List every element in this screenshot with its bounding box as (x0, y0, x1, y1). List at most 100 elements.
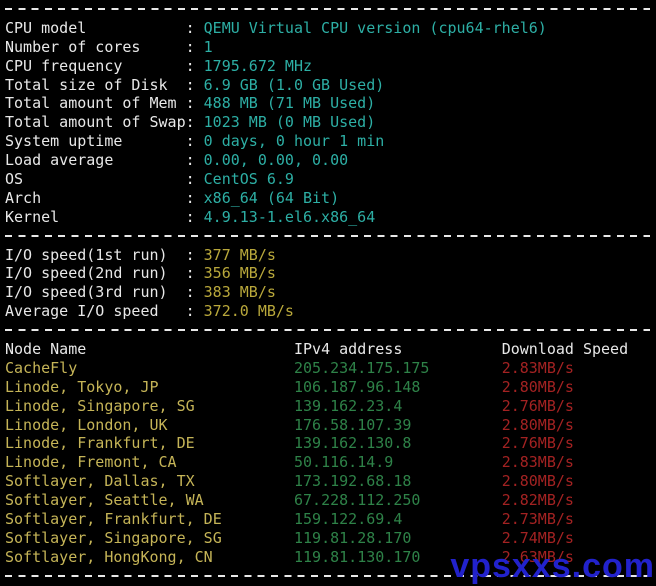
colon-separator: : (185, 75, 195, 94)
ip-cell: 139.162.130.8 (293, 434, 412, 453)
io-value: 372.0 MB/s (203, 302, 294, 321)
watermark: vpsxxs.com (450, 547, 655, 585)
io-value: 356 MB/s (203, 264, 276, 283)
node-name-cell: Linode, Frankfurt, DE (5, 434, 195, 453)
ip-cell: 159.122.69.4 (293, 510, 403, 529)
ip-cell: 67.228.112.250 (293, 491, 421, 510)
colon-separator: : (185, 56, 195, 75)
sysinfo-row: Kernel:4.9.13-1.el6.x86_64 (5, 208, 656, 227)
table-row: Linode, Singapore, SG 139.162.23.4 2.76MB/… (5, 397, 656, 416)
node-name-cell: Softlayer, Frankfurt, DE (5, 510, 222, 529)
ip-cell: 106.187.96.148 (293, 377, 421, 396)
separator-line (5, 329, 650, 332)
separator-row (5, 0, 656, 19)
table-header-speed: Download Speed (501, 340, 629, 359)
speed-cell: 2.74MB/s (501, 528, 574, 547)
table-row: Linode, Fremont, CA 50.116.14.9 2.83MB/s (5, 453, 656, 472)
node-name-cell: CacheFly (5, 358, 78, 377)
ip-cell: 173.192.68.18 (293, 472, 412, 491)
sysinfo-row: Load average:0.00, 0.00, 0.00 (5, 151, 656, 170)
colon-separator: : (185, 188, 195, 207)
io-value: 383 MB/s (203, 283, 276, 302)
sysinfo-row: Total amount of Mem:488 MB (71 MB Used) (5, 94, 656, 113)
sysinfo-value: 1023 MB (0 MB Used) (203, 113, 376, 132)
colon-separator: : (185, 245, 195, 264)
table-row: Softlayer, Frankfurt, DE 159.122.69.4 2.73… (5, 510, 656, 529)
node-name-cell: Linode, Tokyo, JP (5, 377, 159, 396)
colon-separator: : (185, 132, 195, 151)
speed-cell: 2.80MB/s (501, 472, 574, 491)
colon-separator: : (185, 170, 195, 189)
speed-cell: 2.83MB/s (501, 358, 574, 377)
colon-separator: : (185, 94, 195, 113)
io-row: I/O speed(3rd run):383 MB/s (5, 283, 656, 302)
node-name-cell: Softlayer, HongKong, CN (5, 547, 213, 566)
sysinfo-value: 4.9.13-1.el6.x86_64 (203, 207, 376, 226)
sysinfo-row: CPU model: QEMU Virtual CPU version (cpu6… (5, 19, 656, 38)
colon-separator: : (185, 37, 195, 56)
table-row: Linode, Tokyo, JP 106.187.96.148 2.80MB/s (5, 378, 656, 397)
sysinfo-value: 1795.672 MHz (203, 56, 313, 75)
ip-cell: 176.58.107.39 (293, 415, 412, 434)
sysinfo-value: x86_64 (64 Bit) (203, 188, 340, 207)
io-label: Average I/O speed (5, 302, 159, 321)
sysinfo-label: System uptime (5, 132, 123, 151)
io-row: Average I/O speed:372.0 MB/s (5, 302, 656, 321)
separator-line (5, 574, 650, 577)
table-row: CacheFly 205.234.175.175 2.83MB/s (5, 359, 656, 378)
table-header-ip: IPv4 address (293, 340, 403, 359)
speed-cell: 2.80MB/s (501, 415, 574, 434)
sysinfo-row: Total size of Disk:6.9 GB (1.0 GB Used) (5, 76, 656, 95)
node-name-cell: Softlayer, Dallas, TX (5, 472, 195, 491)
sysinfo-label: Total size of Disk (5, 75, 168, 94)
separator-row (5, 567, 656, 586)
ip-cell: 119.81.130.170 (293, 547, 421, 566)
ip-cell: 205.234.175.175 (293, 358, 430, 377)
speed-cell: 2.76MB/s (501, 396, 574, 415)
ip-cell: 139.162.23.4 (293, 396, 403, 415)
table-header-node: Node Name (5, 340, 87, 359)
sysinfo-row: OS: CentOS 6.9 (5, 170, 656, 189)
node-name-cell: Linode, Singapore, SG (5, 396, 195, 415)
sysinfo-row: Arch: x86_64 (64 Bit) (5, 189, 656, 208)
sysinfo-label: Total amount of Mem (5, 94, 177, 113)
separator-line (5, 8, 650, 10)
sysinfo-value: QEMU Virtual CPU version (cpu64-rhel6) (203, 18, 547, 37)
io-label: I/O speed(2nd run) (5, 264, 168, 283)
sysinfo-value: 0 days, 0 hour 1 min (203, 132, 385, 151)
table-row: Softlayer, Singapore, SG 119.81.28.170 2.7… (5, 529, 656, 548)
table-row: Softlayer, Dallas, TX 173.192.68.18 2.80MB… (5, 472, 656, 491)
separator-row (5, 321, 656, 340)
colon-separator: : (185, 151, 195, 170)
colon-separator: : (185, 283, 195, 302)
io-label: I/O speed(1st run) (5, 245, 168, 264)
io-row: I/O speed(2nd run):356 MB/s (5, 264, 656, 283)
io-label: I/O speed(3rd run) (5, 283, 168, 302)
separator-row (5, 227, 656, 246)
separator-line (5, 234, 650, 237)
io-row: I/O speed(1st run):377 MB/s (5, 246, 656, 265)
table-row: Linode, Frankfurt, DE 139.162.130.8 2.76MB… (5, 434, 656, 453)
sysinfo-label: Kernel (5, 207, 60, 226)
sysinfo-value: CentOS 6.9 (203, 170, 294, 189)
node-name-cell: Softlayer, Singapore, SG (5, 528, 222, 547)
speed-cell: 2.83MB/s (501, 453, 574, 472)
speed-cell: 2.80MB/s (501, 377, 574, 396)
colon-separator: : (185, 207, 195, 226)
node-name-cell: Linode, Fremont, CA (5, 453, 177, 472)
sysinfo-value: 488 MB (71 MB Used) (203, 94, 376, 113)
sysinfo-label: Number of cores (5, 37, 141, 56)
table-header-row: Node Name IPv4 address Download Speed (5, 340, 656, 359)
sysinfo-row: CPU frequency:1795.672 MHz (5, 57, 656, 76)
speed-cell: 2.76MB/s (501, 434, 574, 453)
sysinfo-label: OS (5, 170, 24, 189)
table-row: Softlayer, Seattle, WA 67.228.112.250 2.82… (5, 491, 656, 510)
sysinfo-label: Total amount of Swap (5, 113, 186, 132)
sysinfo-label: Arch (5, 188, 42, 207)
io-value: 377 MB/s (203, 245, 276, 264)
ip-cell: 50.116.14.9 (293, 453, 394, 472)
colon-separator: : (185, 302, 195, 321)
colon-separator: : (185, 113, 195, 132)
table-row: Linode, London, UK 176.58.107.39 2.80MB/s (5, 416, 656, 435)
sysinfo-label: Load average (5, 151, 114, 170)
